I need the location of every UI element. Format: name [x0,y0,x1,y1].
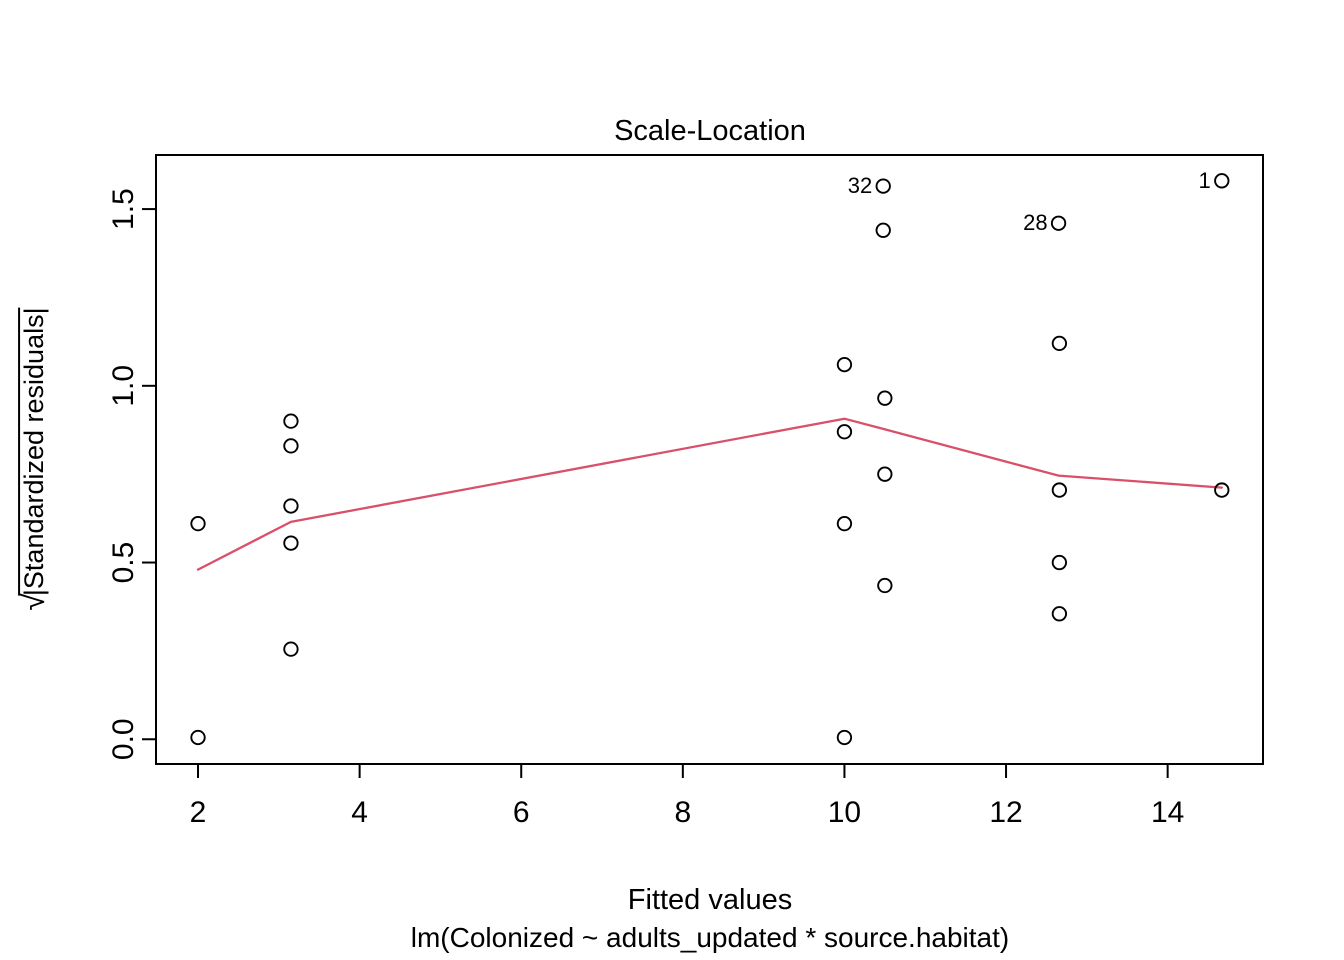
smooth-line [196,417,1223,571]
x-tick-label: 6 [513,796,530,829]
y-tick-label: 0.5 [107,542,140,584]
y-tick-label: 0.0 [107,718,140,760]
point-label: 28 [1023,210,1047,235]
x-tick-label: 2 [190,796,207,829]
x-tick-label: 4 [351,796,368,829]
data-point [875,178,891,194]
data-point [190,516,206,532]
data-point [283,413,299,429]
data-point [877,577,893,594]
data-point [190,729,206,746]
plot-box [155,154,1264,765]
x-tick-label: 14 [1151,796,1184,829]
data-point [1051,335,1068,352]
chart-generated-layer: 2 4 6 8 10 12 14 0.0 0.5 1.0 1.5 32 28 1 [107,154,1264,829]
y-axis-label: √|Standardized residuals| [15,307,52,611]
data-point [877,390,893,406]
data-point [283,535,299,551]
data-point [875,222,891,238]
data-point [836,729,853,746]
data-point [836,424,853,440]
point-label: 32 [848,173,872,198]
x-axis-model-formula: lm(Colonized ~ adults_updated * source.h… [411,922,1009,953]
sqrt-sign: √ [15,593,52,611]
x-tick-label: 8 [674,796,691,829]
data-point [1050,215,1067,231]
y-axis-label-text: |Standardized residuals| [18,307,50,597]
data-point [836,516,853,532]
data-point [877,466,893,482]
data-point [1051,482,1068,498]
data-point [1214,173,1230,189]
x-tick-label: 10 [828,796,861,829]
data-point [836,356,853,373]
point-label: 1 [1199,168,1211,193]
y-tick-label: 1.5 [107,188,140,230]
data-point [283,438,299,454]
data-point [1051,606,1068,622]
data-point [1214,482,1230,498]
data-point [283,641,299,657]
chart-title: Scale-Location [614,115,806,147]
data-point [1051,554,1068,571]
data-point [283,498,299,514]
x-tick-label: 12 [989,796,1022,829]
x-axis-label: Fitted values [628,884,792,916]
y-tick-label: 1.0 [107,365,140,407]
